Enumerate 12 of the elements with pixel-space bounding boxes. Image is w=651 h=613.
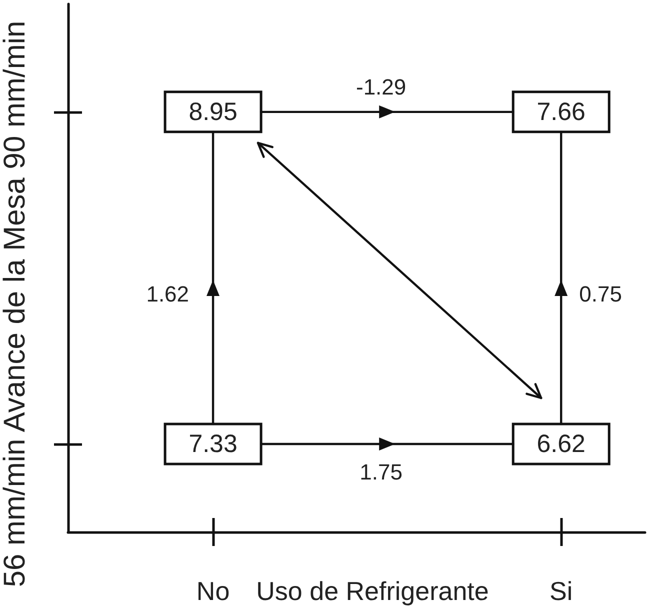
text: 1.75 [360,460,402,484]
text: 0.75 [579,281,622,306]
data-label: 7.66 [536,98,586,126]
data-label: 6.62 [536,430,586,458]
text: 1.62 [146,281,190,306]
category-label: No [196,576,230,606]
text: Uso de Refrigerante [256,576,489,606]
text: -1.29 [356,74,406,100]
data-label: 7.33 [188,430,238,458]
data-label: 8.95 [188,98,238,126]
text: 56 mm/min Avance de la Mesa 90 mm/min [0,20,32,588]
category-label: Si [550,576,573,606]
